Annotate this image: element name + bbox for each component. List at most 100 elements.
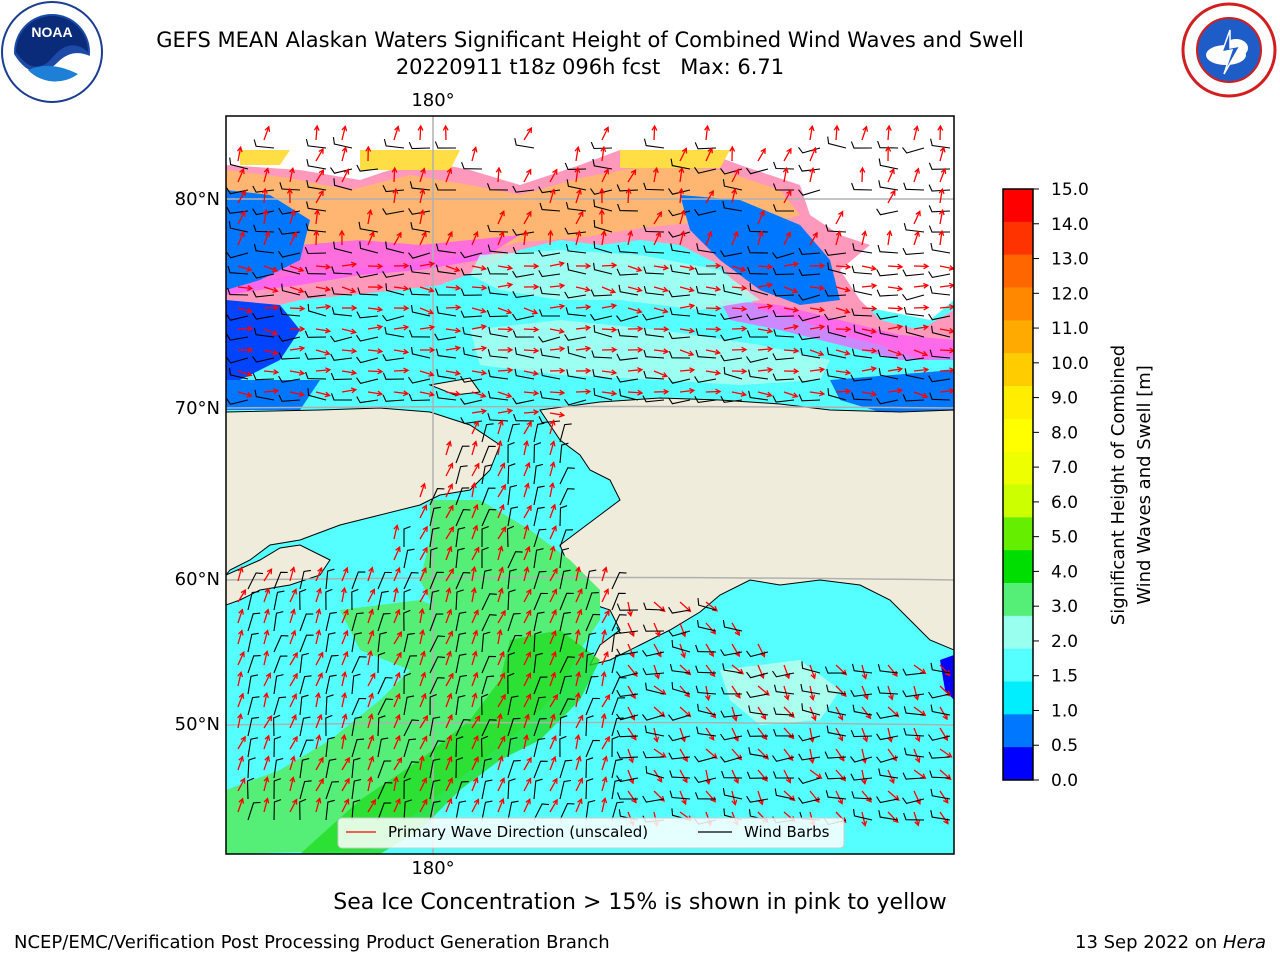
- wind-barb: [356, 356, 379, 364]
- wave-direction-arrow: [367, 231, 375, 246]
- wave-direction-arrow: [471, 370, 486, 375]
- wave-direction-arrowhead: [611, 326, 618, 333]
- wave-direction-arrow: [393, 588, 398, 603]
- wave-direction-arrowhead: [264, 608, 270, 615]
- wind-barb: [377, 802, 392, 821]
- wind-barb: [410, 304, 431, 317]
- wind-barb: [929, 770, 951, 779]
- wave-direction-arrowhead: [370, 672, 376, 679]
- wave-direction-arrowhead: [610, 390, 618, 397]
- wave-direction-arrow: [861, 727, 868, 742]
- wind-barb: [694, 776, 717, 784]
- wind-barb: [798, 247, 821, 255]
- wave-direction-arrowhead: [396, 651, 402, 658]
- wave-direction-arrow: [653, 265, 668, 269]
- wave-direction-arrow: [835, 790, 843, 804]
- wind-barb: [564, 291, 587, 299]
- wave-direction-arrow: [471, 504, 478, 519]
- wave-direction-arrow: [679, 389, 694, 393]
- wind-barb: [876, 289, 899, 297]
- wave-direction-arrow: [523, 673, 531, 687]
- wave-direction-arrowhead: [318, 189, 324, 196]
- wave-direction-arrowhead: [531, 308, 539, 315]
- wind-barb: [252, 208, 275, 216]
- wave-direction-arrow: [393, 189, 397, 204]
- wind-barb: [481, 675, 495, 695]
- wind-barb: [876, 269, 899, 277]
- wave-direction-arrowhead: [844, 369, 852, 376]
- wave-direction-arrowhead: [403, 262, 410, 269]
- wave-direction-arrow: [861, 284, 876, 288]
- wave-direction-arrowhead: [784, 673, 791, 680]
- wave-direction-arrow: [887, 664, 898, 677]
- wave-direction-arrowhead: [263, 691, 269, 699]
- wind-barb: [486, 183, 509, 191]
- wave-direction-arrowhead: [688, 264, 696, 271]
- wave-direction-arrowhead: [896, 387, 904, 394]
- wave-direction-arrow: [575, 326, 590, 330]
- wind-barb: [852, 704, 873, 716]
- colorbar-swatch: [1003, 648, 1033, 682]
- wave-direction-arrowhead: [818, 350, 825, 357]
- wind-barb: [279, 307, 301, 317]
- wave-direction-arrowhead: [480, 307, 487, 314]
- wave-direction-arrowhead: [584, 345, 592, 352]
- wind-barb: [377, 612, 391, 632]
- wave-direction-arrow: [445, 306, 461, 309]
- wave-direction-arrow: [783, 307, 798, 312]
- wave-direction-arrow: [237, 370, 252, 376]
- wave-direction-arrowhead: [533, 326, 540, 333]
- wave-direction-arrow: [627, 643, 635, 658]
- wave-direction-arrowhead: [942, 797, 949, 804]
- wind-barb: [226, 251, 249, 259]
- wind-barb: [306, 158, 327, 170]
- wave-direction-arrowhead: [525, 798, 531, 805]
- wave-direction-arrow: [445, 463, 453, 477]
- wind-barb: [928, 184, 951, 192]
- wave-direction-arrowhead: [574, 691, 581, 699]
- wind-barb: [540, 368, 561, 380]
- wind-barb: [377, 737, 389, 758]
- wave-direction-arrowhead: [944, 670, 951, 677]
- wave-direction-arrowhead: [369, 230, 375, 238]
- wind-barb: [902, 772, 925, 780]
- wave-direction-arrowhead: [845, 326, 852, 333]
- wind-barb: [507, 441, 515, 464]
- wind-barb: [645, 765, 665, 779]
- wave-direction-arrowhead: [500, 693, 506, 700]
- wave-direction-arrowhead: [913, 694, 920, 701]
- wave-direction-arrowhead: [708, 734, 715, 741]
- wave-direction-arrowhead: [472, 776, 479, 784]
- wave-direction-arrow: [471, 651, 477, 666]
- wave-direction-arrow: [861, 126, 868, 141]
- wind-barb: [903, 812, 925, 821]
- wave-direction-arrow: [939, 210, 944, 225]
- wave-direction-arrowhead: [341, 125, 348, 132]
- wave-direction-arrow: [783, 727, 794, 739]
- wave-direction-arrow: [887, 286, 902, 290]
- wave-direction-arrowhead: [551, 608, 557, 616]
- wave-direction-arrow: [575, 286, 590, 291]
- wind-barb: [481, 719, 497, 737]
- wave-direction-arrow: [315, 230, 318, 246]
- wave-direction-arrowhead: [298, 266, 305, 273]
- wave-direction-arrow: [549, 441, 555, 456]
- wind-barb: [455, 547, 465, 569]
- wave-direction-arrowhead: [377, 348, 384, 355]
- wind-barb: [798, 394, 821, 402]
- wave-direction-arrow: [731, 169, 739, 183]
- wind-barb: [512, 313, 535, 321]
- wave-direction-arrow: [523, 778, 532, 792]
- wave-direction-arrow: [471, 672, 478, 687]
- wind-barb: [533, 611, 545, 632]
- wave-direction-arrow: [419, 326, 434, 330]
- wave-direction-arrowhead: [421, 777, 427, 784]
- wave-direction-arrowhead: [740, 391, 748, 397]
- wave-direction-arrowhead: [473, 756, 479, 763]
- wave-direction-arrow: [887, 190, 896, 204]
- wave-direction-arrow: [627, 790, 637, 803]
- wave-direction-arrowhead: [343, 798, 350, 805]
- wind-barb: [903, 706, 925, 716]
- wave-direction-arrowhead: [662, 264, 670, 271]
- wave-direction-arrow: [757, 305, 772, 309]
